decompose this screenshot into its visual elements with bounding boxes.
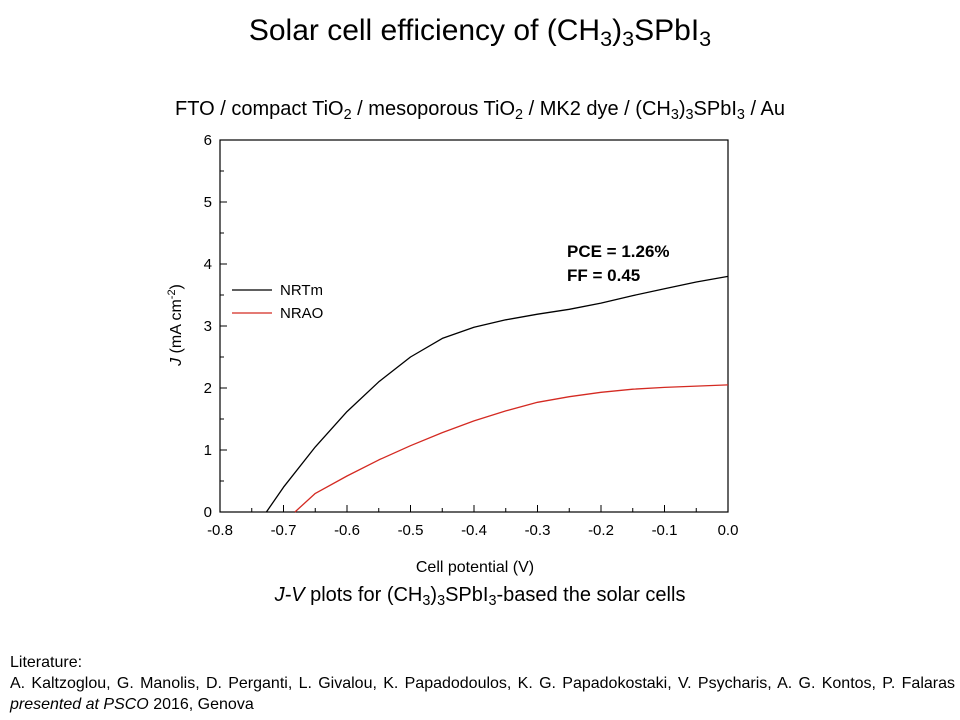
x-axis-label: Cell potential (V) — [416, 559, 534, 576]
series-layer — [265, 275, 729, 513]
y-axis-ticks: 0 1 2 3 4 5 6 — [204, 132, 227, 521]
y-tick-label: 0 — [204, 504, 212, 521]
series-line-nrtm — [265, 275, 729, 513]
y-tick-label: 2 — [204, 380, 212, 397]
y-tick-label: 6 — [204, 132, 212, 149]
figure-caption: J-V plots for (CH3)3SPbI3-based the sola… — [274, 584, 686, 610]
y-tick-label: 5 — [204, 194, 212, 211]
legend-label-nrao: NRAO — [280, 305, 323, 322]
device-stack-label: FTO / compact TiO2 / mesoporous TiO2 / M… — [175, 98, 785, 124]
y-tick-label: 3 — [204, 318, 212, 335]
series-line-nrao — [294, 384, 729, 513]
x-tick-label: -0.8 — [207, 522, 233, 539]
x-tick-label: -0.2 — [588, 522, 614, 539]
x-tick-label: 0.0 — [718, 522, 739, 539]
literature-reference: Literature: A. Kaltzoglou, G. Manolis, D… — [10, 652, 955, 715]
x-tick-label: -0.1 — [652, 522, 678, 539]
x-axis-ticks: -0.8 -0.7 -0.6 -0.5 -0.4 -0.3 -0.2 -0.1 0.0 — [207, 505, 738, 539]
annotation-ff: FF = 0.45 — [567, 266, 640, 285]
x-tick-label: -0.4 — [461, 522, 487, 539]
literature-heading: Literature: — [10, 654, 83, 671]
annotations: PCE = 1.26% FF = 0.45 — [567, 242, 670, 285]
y-tick-label: 1 — [204, 442, 212, 459]
legend-label-nrtm: NRTm — [280, 282, 323, 299]
x-tick-label: -0.3 — [525, 522, 551, 539]
y-axis-label: J (mA cm-2) — [166, 284, 185, 367]
chart-frame — [219, 139, 729, 513]
literature-citation: A. Kaltzoglou, G. Manolis, D. Perganti, … — [10, 675, 955, 713]
annotation-pce: PCE = 1.26% — [567, 242, 670, 261]
x-tick-label: -0.5 — [398, 522, 424, 539]
legend: NRTm NRAO — [232, 282, 323, 322]
slide-title: Solar cell efficiency of (CH3)3SPbI3 — [248, 14, 712, 52]
plot-frame — [219, 139, 729, 513]
x-tick-label: -0.6 — [334, 522, 360, 539]
x-tick-label: -0.7 — [271, 522, 297, 539]
y-tick-label: 4 — [204, 256, 212, 273]
